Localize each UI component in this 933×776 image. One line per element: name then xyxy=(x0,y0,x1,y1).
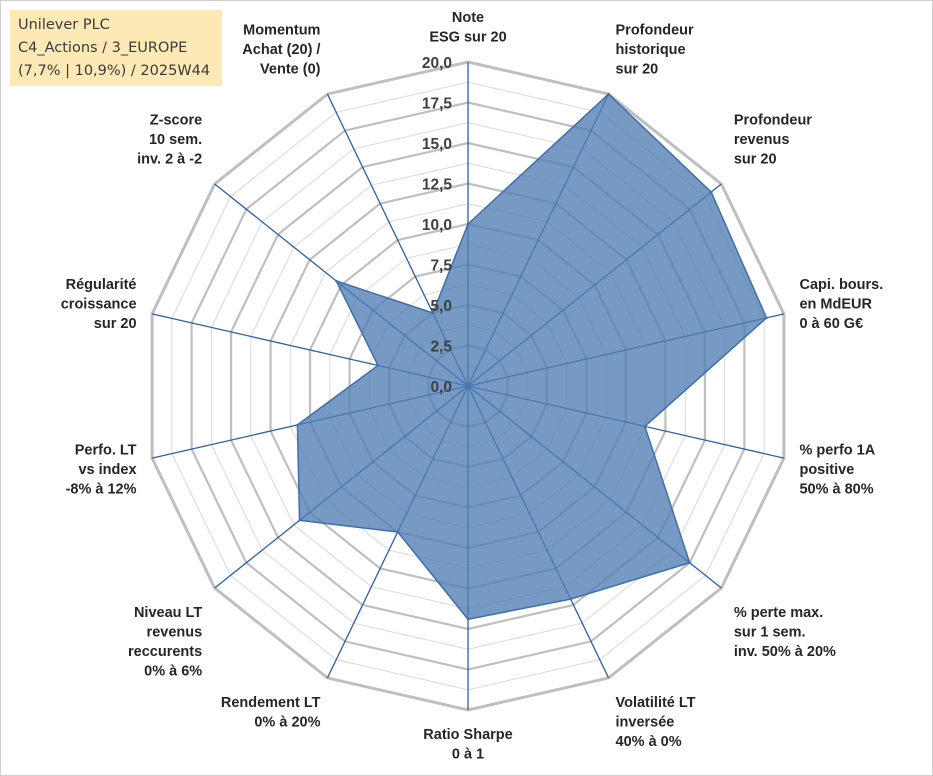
category-label-line: Capi. bours. xyxy=(799,277,883,293)
category-label-line: revenus xyxy=(734,132,790,148)
series-point xyxy=(431,311,435,315)
category-label-line: Volatilité LT xyxy=(616,695,696,711)
category-label: Capi. bours. en MdEUR 0 à 60 G€ xyxy=(799,277,883,332)
category-label-line: sur 20 xyxy=(616,62,659,78)
category-label-line: Note xyxy=(452,10,484,26)
category-label: % perfo 1A positive 50% à 80% xyxy=(799,442,875,497)
category-label-line: reccurents xyxy=(128,644,202,660)
category-label: Note ESG sur 20 xyxy=(429,10,506,46)
category-label-line: Profondeur xyxy=(734,112,812,128)
category-label: Perfo. LT vs index -8% à 12% xyxy=(66,442,137,497)
tick-labels: 0,0 2,5 5,0 7,5 10,0 12,5 15,0 17,5 20,0 xyxy=(422,55,453,396)
tick-label: 20,0 xyxy=(422,55,452,72)
category-label-line: 0 à 1 xyxy=(452,747,484,763)
series-area xyxy=(296,93,768,621)
category-label-line: Momentum xyxy=(243,23,320,39)
category-labels: Note ESG sur 20 Profondeur historique sur 20… xyxy=(61,10,884,763)
series-point xyxy=(376,364,380,367)
category-label-line: 10 sem. xyxy=(149,132,202,148)
series-point xyxy=(396,530,399,534)
series-point xyxy=(335,279,338,283)
tick-label: 2,5 xyxy=(430,339,452,356)
category-label-line: Z-score xyxy=(150,112,202,128)
category-label-line: Ratio Sharpe xyxy=(423,727,512,743)
category-label-line: vs index xyxy=(78,462,136,478)
series-point xyxy=(607,92,610,96)
category-label: Ratio Sharpe 0 à 1 xyxy=(423,727,512,763)
category-label-line: inv. 50% à 20% xyxy=(734,644,836,660)
category-label-line: positive xyxy=(799,462,854,478)
category-label-line: % perte max. xyxy=(734,605,823,621)
category-label: Niveau LT revenus reccurents 0% à 6% xyxy=(128,605,202,680)
category-label: Rendement LT 0% à 20% xyxy=(221,695,321,731)
category-label-line: Régularité xyxy=(66,277,137,293)
category-label: Momentum Achat (20) / Vente (0) xyxy=(242,23,320,78)
tick-label: 15,0 xyxy=(422,136,452,153)
category-label-line: 0% à 6% xyxy=(144,664,202,680)
series-point xyxy=(643,425,647,428)
category-label-line: 50% à 80% xyxy=(799,481,873,497)
category-label-line: historique xyxy=(616,42,686,58)
category-label-line: Achat (20) / xyxy=(242,42,320,58)
series-point xyxy=(466,618,470,621)
category-label-line: 40% à 0% xyxy=(616,734,682,750)
category-label-line: sur 1 sem. xyxy=(734,625,806,641)
series-layer xyxy=(296,92,768,621)
category-label: Profondeur historique sur 20 xyxy=(616,23,694,78)
tick-label: 0,0 xyxy=(430,379,452,396)
category-label-line: -8% à 12% xyxy=(66,481,137,497)
tick-label: 5,0 xyxy=(430,298,452,315)
category-label-line: croissance xyxy=(61,297,137,313)
category-label-line: Rendement LT xyxy=(221,695,321,711)
info-company-name: Unilever PLC xyxy=(18,17,110,33)
category-label-line: sur 20 xyxy=(94,316,137,332)
category-label: Volatilité LT inversée 40% à 0% xyxy=(616,695,696,750)
category-label-line: revenus xyxy=(147,625,203,641)
series-point xyxy=(709,190,713,194)
series-point xyxy=(466,222,470,226)
info-period: (7,7% | 10,9%) / 2025W44 xyxy=(18,63,211,79)
series-point xyxy=(765,316,768,320)
category-label-line: inversée xyxy=(616,714,675,730)
category-label-line: Niveau LT xyxy=(134,605,202,621)
series-point xyxy=(298,519,301,522)
category-label-line: ESG sur 20 xyxy=(429,30,506,46)
category-label: Z-score 10 sem. inv. 2 à -2 xyxy=(137,112,202,167)
info-category: C4_Actions / 3_EUROPE xyxy=(18,40,188,56)
category-label: Profondeur revenus sur 20 xyxy=(734,112,812,167)
category-label-line: % perfo 1A xyxy=(799,442,875,458)
tick-label: 12,5 xyxy=(422,177,453,194)
tick-label: 17,5 xyxy=(422,96,453,113)
tick-label: 10,0 xyxy=(422,217,452,234)
category-label-line: 0% à 20% xyxy=(254,714,320,730)
category-label: Régularité croissance sur 20 xyxy=(61,277,137,332)
category-label-line: 0 à 60 G€ xyxy=(799,316,863,332)
category-label-line: Vente (0) xyxy=(260,62,321,78)
tick-label: 7,5 xyxy=(430,258,452,275)
series-point xyxy=(296,423,299,427)
category-label-line: Profondeur xyxy=(616,23,694,39)
info-box: Unilever PLC C4_Actions / 3_EUROPE (7,7%… xyxy=(10,10,222,86)
category-label-line: inv. 2 à -2 xyxy=(137,151,202,167)
category-label-line: sur 20 xyxy=(734,151,777,167)
category-label-line: en MdEUR xyxy=(799,297,872,313)
series-point xyxy=(569,597,572,601)
category-label: % perte max. sur 1 sem. inv. 50% à 20% xyxy=(734,605,836,660)
series-point xyxy=(688,561,691,564)
category-label-line: Perfo. LT xyxy=(75,442,137,458)
